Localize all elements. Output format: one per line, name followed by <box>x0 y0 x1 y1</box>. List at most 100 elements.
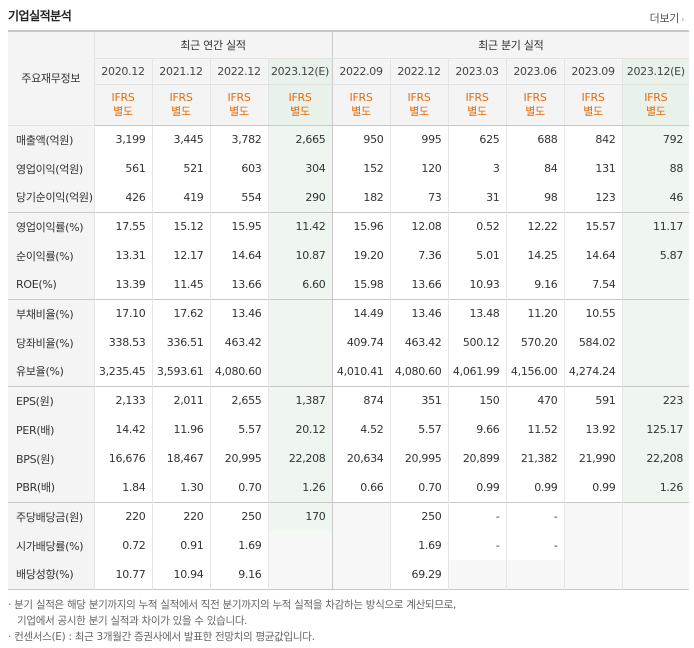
table-row: 주당배당금(원) 220 220 250 170 250- - <box>8 501 690 531</box>
footnote-1-cont: 기업에서 공시한 분기 실적과 차이가 있을 수 있습니다. <box>17 615 248 627</box>
table-cell: 688 <box>506 125 565 154</box>
table-cell <box>332 531 391 560</box>
table-cell: 16,676 <box>94 444 153 473</box>
ifrs-basis-label: IFRS 별도 <box>170 91 193 119</box>
table-cell: 1.69 <box>390 531 449 560</box>
table-cell: 2,011 <box>152 385 211 415</box>
table-row: BPS(원) 16,676 18,467 20,995 22,208 20,634 20,9… <box>8 444 690 473</box>
table-cell <box>622 531 690 560</box>
ifrs-label: IFRS <box>349 90 373 104</box>
table-cell: 3,235.45 <box>94 357 153 386</box>
table-cell <box>622 560 690 589</box>
table-cell: 18,467 <box>152 444 211 473</box>
table-cell: 4,010.41 <box>332 357 391 386</box>
more-label: 더보기 <box>649 12 680 25</box>
table-row: 당좌비율(%) 338.53 336.51 463.42 409.74 463.42 500… <box>8 328 690 357</box>
table-cell <box>448 560 507 589</box>
table-cell: 2,655 <box>210 385 269 415</box>
table-cell <box>622 298 690 328</box>
corner-label: 주요재무정보 <box>8 31 95 126</box>
footnotes: · 분기 실적은 해당 분기까지의 누적 실적에서 직전 분기까지의 누적 실적… <box>8 597 456 645</box>
table-row: ROE(%) 13.39 11.45 13.66 6.60 15.98 13.66 10.93… <box>8 270 690 299</box>
table-cell: 1.84 <box>94 473 153 502</box>
table-cell: 152 <box>332 154 391 183</box>
table-cell: 351 <box>390 385 449 415</box>
table-cell: 419 <box>152 183 211 212</box>
table-cell: 470 <box>506 385 565 415</box>
table-cell: 11.17 <box>622 211 690 241</box>
row-label: 당좌비율(%) <box>8 328 95 357</box>
table-cell: - <box>506 501 565 531</box>
more-link[interactable]: 더보기 › <box>649 10 685 26</box>
table-cell: 2,665 <box>268 125 333 154</box>
table-cell: - <box>506 531 565 560</box>
table-cell: 338.53 <box>94 328 153 357</box>
table-cell <box>506 560 565 589</box>
table-cell: 10.55 <box>564 298 623 328</box>
table-cell: 603 <box>210 154 269 183</box>
table-cell: 792 <box>622 125 690 154</box>
table-cell: 13.92 <box>564 415 623 444</box>
table-row: 시가배당률(%) 0.72 0.91 1.69 1.69- - <box>8 531 690 560</box>
ifrs-basis-label: IFRS 별도 <box>644 91 667 119</box>
table-cell: 570.20 <box>506 328 565 357</box>
row-label: 배당성향(%) <box>8 560 95 589</box>
row-label: 당기순이익(억원) <box>8 183 95 212</box>
table-cell: 4,080.60 <box>390 357 449 386</box>
ifrs-cell: IFRS 별도 <box>332 84 391 126</box>
table-cell: 4.52 <box>332 415 391 444</box>
table-cell: 17.55 <box>94 211 153 241</box>
table-cell: 0.72 <box>94 531 153 560</box>
table-cell: 0.66 <box>332 473 391 502</box>
table-cell: 584.02 <box>564 328 623 357</box>
table-cell <box>564 531 623 560</box>
table-cell: 463.42 <box>210 328 269 357</box>
table-cell: 290 <box>268 183 333 212</box>
ifrs-basis-label: IFRS 별도 <box>289 91 312 119</box>
table-cell: 7.54 <box>564 270 623 299</box>
table-cell: 3,593.61 <box>152 357 211 386</box>
ifrs-basis-label: IFRS 별도 <box>350 91 373 119</box>
ifrs-label: IFRS <box>407 90 431 104</box>
table-row: 유보율(%) 3,235.45 3,593.61 4,080.60 4,010.41 4,… <box>8 357 690 386</box>
table-cell: 9.16 <box>506 270 565 299</box>
table-cell: 220 <box>152 501 211 531</box>
table-cell: 842 <box>564 125 623 154</box>
ifrs-cell: IFRS 별도 <box>390 84 449 126</box>
table-cell: 0.91 <box>152 531 211 560</box>
table-cell: 0.99 <box>506 473 565 502</box>
table-cell: 20,995 <box>390 444 449 473</box>
period-header: 2023.03 <box>448 58 507 85</box>
table-cell <box>268 298 333 328</box>
ifrs-label: IFRS <box>581 90 605 104</box>
table-cell <box>268 328 333 357</box>
table-cell: 0.99 <box>448 473 507 502</box>
table-cell: 4,274.24 <box>564 357 623 386</box>
table-cell: 15.57 <box>564 211 623 241</box>
table-cell: 250 <box>210 501 269 531</box>
table-row: EPS(원) 2,133 2,011 2,655 1,387 874 351 150 470 59… <box>8 385 690 415</box>
chevron-right-icon: › <box>681 15 684 24</box>
period-header: 2022.12 <box>390 58 449 85</box>
ifrs-label: IFRS <box>465 90 489 104</box>
table-cell: 2,133 <box>94 385 153 415</box>
table-cell: 15.98 <box>332 270 391 299</box>
table-cell <box>268 357 333 386</box>
ifrs-basis-label: IFRS 별도 <box>582 91 605 119</box>
table-row: 배당성향(%) 10.77 10.94 9.16 69.29 <box>8 560 690 589</box>
table-cell: 1.30 <box>152 473 211 502</box>
ifrs-basis-label: IFRS 별도 <box>466 91 489 119</box>
table-cell: 500.12 <box>448 328 507 357</box>
table-cell <box>622 328 690 357</box>
table-cell: 14.49 <box>332 298 391 328</box>
table-cell: 4,061.99 <box>448 357 507 386</box>
table-cell: 463.42 <box>390 328 449 357</box>
row-label: 매출액(억원) <box>8 125 95 154</box>
table-row: PER(배) 14.42 11.96 5.57 20.12 4.52 5.57 9.66 11.… <box>8 415 690 444</box>
ifrs-basis-label: IFRS 별도 <box>228 91 251 119</box>
table-cell: 12.08 <box>390 211 449 241</box>
table-cell: 4,156.00 <box>506 357 565 386</box>
table-cell: 22,208 <box>622 444 690 473</box>
separate-basis-label: 별도 <box>583 104 603 118</box>
table-cell: 5.01 <box>448 241 507 270</box>
